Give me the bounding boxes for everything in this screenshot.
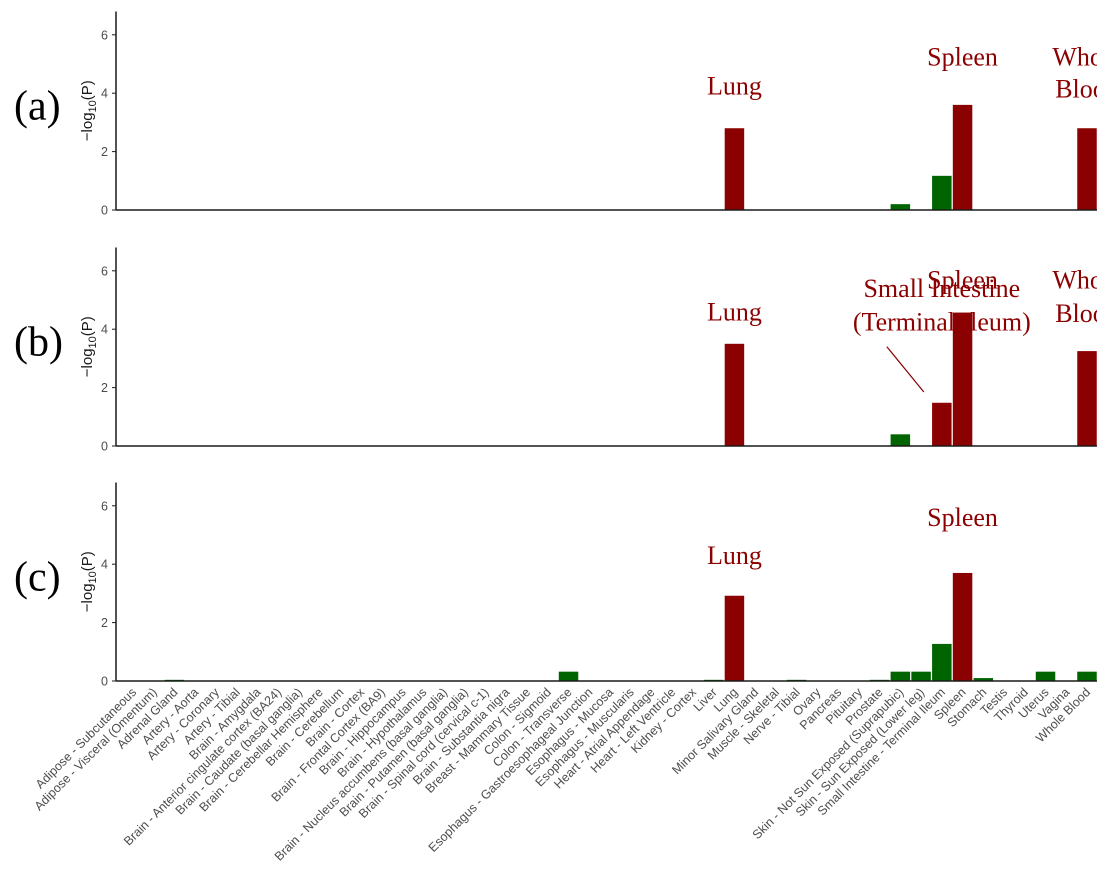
bar <box>973 678 994 681</box>
panel-label: (b) <box>14 319 63 365</box>
annotation-label: Spleen <box>927 503 998 532</box>
annotation-label: Blood <box>1055 75 1097 104</box>
panel-label: (a) <box>14 83 61 129</box>
y-axis-title: −log10(P) <box>79 80 99 141</box>
bar <box>1077 128 1097 210</box>
y-tick-label: 6 <box>101 28 108 42</box>
panel-2: 0 2 4 6 −log10(P) (c) Lung Spleen <box>14 482 1097 689</box>
chart-panels: 0 2 4 6 −log10(P) (a) Lung Spleen Whole Blood 0 2 4 6… <box>14 11 1097 689</box>
bar <box>932 402 952 446</box>
panel-1: 0 2 4 6 −log10(P) (b) Lung Small Intestine (Term… <box>14 247 1097 454</box>
category-label: Adipose - Visceral (Omentum) <box>32 685 160 813</box>
annotation-leader-line <box>886 346 925 393</box>
bar <box>911 671 931 681</box>
annotation-label: Spleen <box>927 265 998 294</box>
panel-label: (c) <box>14 554 61 600</box>
bar <box>1077 351 1097 446</box>
y-tick-label: 6 <box>101 499 108 513</box>
y-tick-label: 2 <box>101 616 108 630</box>
bar <box>932 643 952 681</box>
annotation-label: (Terminal Ileum) <box>853 308 1031 337</box>
bar <box>952 572 973 681</box>
annotation-label: Whole <box>1052 42 1097 71</box>
annotation-label: Lung <box>707 297 762 326</box>
y-axis-title: −log10(P) <box>79 316 99 377</box>
annotation-label: Lung <box>707 541 762 570</box>
bar <box>890 204 911 210</box>
y-tick-label: 2 <box>101 381 108 395</box>
y-tick-label: 0 <box>101 204 108 218</box>
bar <box>1035 671 1056 681</box>
bar <box>952 312 973 446</box>
y-tick-label: 0 <box>101 440 108 454</box>
bar <box>890 434 911 446</box>
bar <box>724 343 745 446</box>
annotation-label: Small Intestine <box>863 274 1020 303</box>
annotation-label: Lung <box>707 72 762 101</box>
y-tick-label: 2 <box>101 145 108 159</box>
y-tick-label: 4 <box>101 323 108 337</box>
bar <box>724 595 745 681</box>
y-tick-label: 6 <box>101 264 108 278</box>
y-tick-label: 4 <box>101 558 108 572</box>
bar <box>558 671 579 681</box>
bar <box>890 671 911 681</box>
annotation-label: Blood <box>1055 299 1097 328</box>
annotation-label: Whole <box>1052 265 1097 294</box>
y-tick-label: 4 <box>101 87 108 101</box>
y-axis-title: −log10(P) <box>79 551 99 612</box>
bar <box>932 175 952 210</box>
annotation-label: Spleen <box>927 42 998 71</box>
bar <box>724 128 745 210</box>
bar <box>1077 671 1097 681</box>
panel-0: 0 2 4 6 −log10(P) (a) Lung Spleen Whole Blood <box>14 11 1097 218</box>
y-tick-label: 0 <box>101 675 108 689</box>
bar <box>952 104 973 210</box>
